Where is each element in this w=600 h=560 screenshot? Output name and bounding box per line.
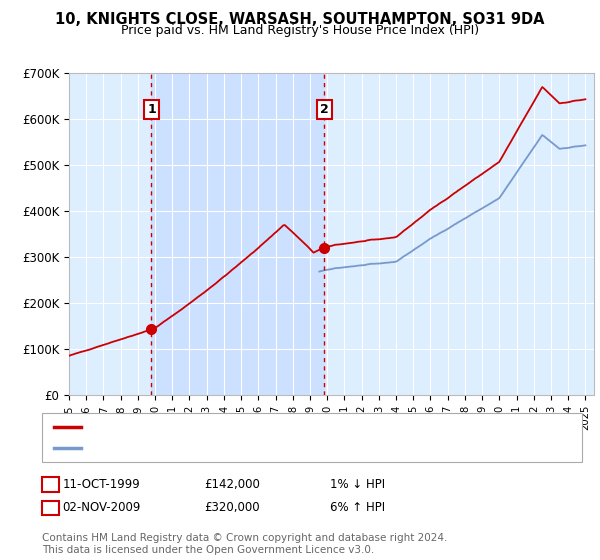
Text: 1: 1: [46, 478, 55, 491]
Text: 1: 1: [147, 103, 156, 116]
Text: 02-NOV-2009: 02-NOV-2009: [62, 501, 140, 515]
Text: 11-OCT-1999: 11-OCT-1999: [62, 478, 140, 491]
Bar: [151, 73, 325, 395]
Text: HPI: Average price, detached house, Fareham: HPI: Average price, detached house, Fare…: [87, 442, 356, 455]
Text: £142,000: £142,000: [204, 478, 260, 491]
Text: 10, KNIGHTS CLOSE, WARSASH, SOUTHAMPTON, SO31 9DA: 10, KNIGHTS CLOSE, WARSASH, SOUTHAMPTON,…: [55, 12, 545, 27]
Text: £320,000: £320,000: [204, 501, 260, 515]
Text: 2: 2: [46, 501, 55, 515]
Text: Price paid vs. HM Land Registry's House Price Index (HPI): Price paid vs. HM Land Registry's House …: [121, 24, 479, 36]
Text: Contains HM Land Registry data © Crown copyright and database right 2024.
This d: Contains HM Land Registry data © Crown c…: [42, 533, 448, 555]
Text: 10, KNIGHTS CLOSE, WARSASH, SOUTHAMPTON, SO31 9DA (detached house): 10, KNIGHTS CLOSE, WARSASH, SOUTHAMPTON,…: [87, 420, 544, 433]
Text: 1% ↓ HPI: 1% ↓ HPI: [330, 478, 385, 491]
Text: 6% ↑ HPI: 6% ↑ HPI: [330, 501, 385, 515]
Text: 2: 2: [320, 103, 329, 116]
